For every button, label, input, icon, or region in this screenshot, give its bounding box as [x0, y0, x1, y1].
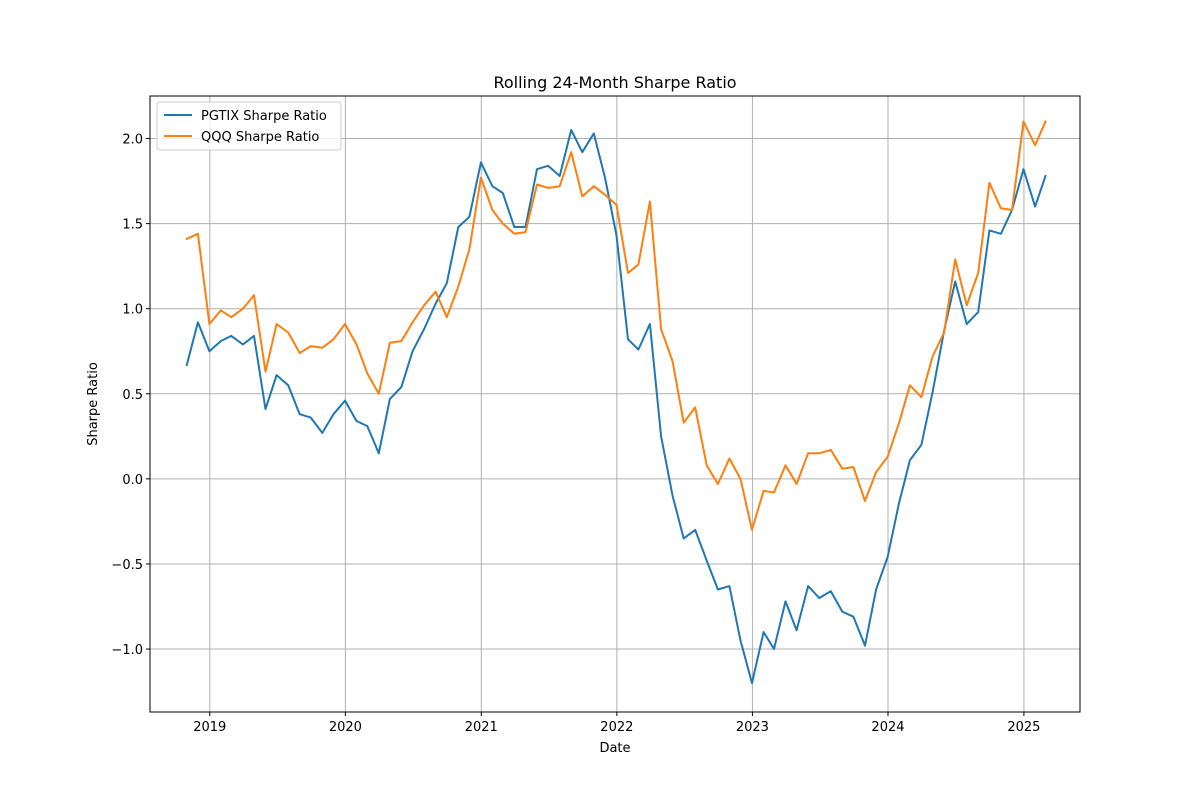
y-tick-label: 0.5 [122, 388, 143, 403]
legend-box [156, 101, 342, 151]
x-tick-label: 2019 [193, 720, 226, 735]
y-axis-label: Sharpe Ratio [86, 362, 101, 446]
series-lines [185, 120, 1047, 685]
y-tick-label: −0.5 [111, 558, 143, 573]
legend-label: PGTIX Sharpe Ratio [201, 109, 327, 124]
x-axis: 2019 2020 2021 2022 2023 2024 2025 [193, 712, 1040, 735]
x-tick-label: 2020 [329, 720, 362, 735]
x-tick-label: 2022 [600, 720, 633, 735]
x-tick-label: 2024 [871, 720, 904, 735]
x-axis-label: Date [599, 741, 630, 756]
legend: PGTIX Sharpe Ratio QQQ Sharpe Ratio [156, 101, 342, 151]
y-tick-label: 1.5 [122, 218, 143, 233]
series-line-pgtix [185, 129, 1047, 685]
plot-frame [149, 95, 1081, 713]
y-axis: −1.0 −0.5 0.0 0.5 1.0 1.5 2.0 [111, 133, 150, 658]
y-tick-label: 1.0 [122, 303, 143, 318]
x-tick-label: 2023 [736, 720, 769, 735]
y-tick-label: 2.0 [122, 133, 143, 148]
series-line-qqq [185, 120, 1047, 531]
y-tick-label: 0.0 [122, 473, 143, 488]
chart-title: Rolling 24-Month Sharpe Ratio [493, 73, 736, 92]
grid [150, 96, 1080, 712]
x-tick-label: 2025 [1007, 720, 1040, 735]
legend-label: QQQ Sharpe Ratio [201, 130, 319, 145]
y-tick-label: −1.0 [111, 643, 143, 658]
x-tick-label: 2021 [465, 720, 498, 735]
